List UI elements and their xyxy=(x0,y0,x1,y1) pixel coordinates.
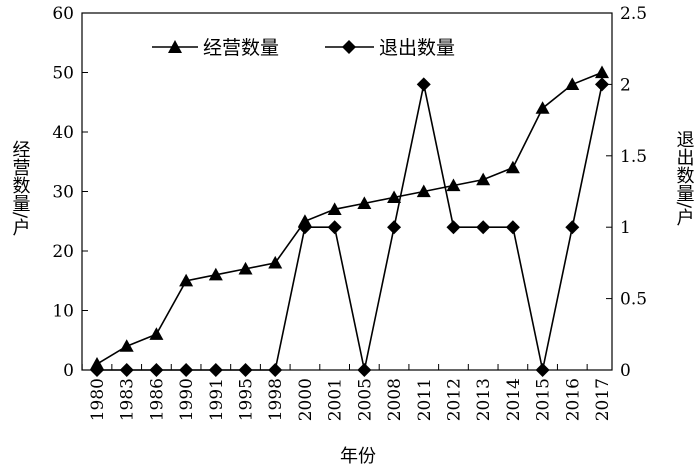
plot-frame xyxy=(81,12,613,371)
data-point-operating xyxy=(208,267,223,281)
left-tick-label: 0 xyxy=(63,361,74,381)
data-point-operating xyxy=(238,261,253,275)
data-point-exit xyxy=(208,363,223,377)
data-point-exit xyxy=(119,363,134,377)
x-tick-label: 1995 xyxy=(237,378,257,421)
x-tick-label: 2011 xyxy=(415,378,435,421)
data-point-operating xyxy=(179,273,194,287)
data-point-exit xyxy=(565,220,580,235)
data-point-exit xyxy=(90,363,104,377)
data-point-operating xyxy=(535,101,550,114)
data-point-exit xyxy=(387,220,402,235)
left-tick-label: 40 xyxy=(52,123,74,143)
x-tick-label: 2016 xyxy=(563,378,583,421)
data-point-operating xyxy=(416,184,431,198)
right-tick-label: 1.5 xyxy=(620,147,647,167)
left-tick-label: 10 xyxy=(52,302,74,322)
data-point-operating xyxy=(268,255,283,269)
x-tick-label: 2017 xyxy=(593,378,613,421)
x-tick-label: 1986 xyxy=(147,378,167,421)
x-tick-label: 2013 xyxy=(474,378,494,421)
data-point-exit xyxy=(268,363,283,377)
x-axis-title: 年份 xyxy=(340,446,376,467)
data-point-exit xyxy=(476,220,491,235)
x-tick-label: 2005 xyxy=(355,378,375,421)
data-point-exit xyxy=(238,363,253,377)
data-point-exit xyxy=(416,77,431,92)
right-axis: 0 0.5 1 1.5 2 2.5 xyxy=(606,4,647,381)
left-tick-label: 50 xyxy=(52,64,74,84)
data-point-operating xyxy=(595,65,609,79)
legend: 经营数量 退出数量 xyxy=(152,37,455,59)
data-point-exit xyxy=(297,220,312,235)
data-point-operating xyxy=(149,327,164,340)
data-point-operating xyxy=(119,339,134,352)
legend-label-exit: 退出数量 xyxy=(379,37,455,59)
left-tick-label: 30 xyxy=(52,183,74,203)
left-tick-label: 20 xyxy=(52,242,74,262)
x-tick-label: 1983 xyxy=(118,378,138,421)
data-point-operating xyxy=(476,172,491,186)
series-line-operating xyxy=(96,71,603,365)
y-axis-title-left: 经营数量/户 xyxy=(10,140,31,236)
data-point-exit xyxy=(327,220,342,235)
series-layer xyxy=(90,65,609,377)
right-tick-label: 1 xyxy=(620,218,631,238)
series-line-exit xyxy=(97,84,603,371)
x-tick-label: 1991 xyxy=(207,378,227,421)
x-tick-label: 2008 xyxy=(385,378,405,421)
x-tick-label: 1990 xyxy=(177,378,197,421)
left-axis: 0 10 20 30 40 50 60 xyxy=(52,4,88,381)
x-tick-label: 2015 xyxy=(534,378,554,421)
legend-marker-exit-diamond xyxy=(342,40,356,54)
data-point-exit xyxy=(149,363,164,377)
data-point-operating xyxy=(327,202,342,215)
left-tick-label: 60 xyxy=(52,4,74,24)
x-tick-label: 2012 xyxy=(444,378,464,421)
data-point-operating xyxy=(357,196,372,209)
x-axis: 1980 1983 1986 1990 1991 1995 1998 2000 2001 2005… xyxy=(81,364,613,421)
right-tick-label: 0 xyxy=(620,361,631,381)
data-point-exit xyxy=(357,363,372,377)
right-tick-label: 2.5 xyxy=(620,4,647,24)
x-tick-label: 1998 xyxy=(266,378,286,421)
y-axis-title-right: 退出数量/户 xyxy=(674,130,695,226)
x-tick-label: 1980 xyxy=(88,378,108,421)
x-tick-label: 2001 xyxy=(326,378,346,421)
data-point-operating xyxy=(565,77,580,90)
data-point-exit xyxy=(595,77,609,92)
legend-label-operating: 经营数量 xyxy=(203,37,279,59)
data-point-exit xyxy=(446,220,461,235)
right-tick-label: 0.5 xyxy=(620,290,647,310)
x-tick-label: 2014 xyxy=(504,378,524,421)
data-point-operating xyxy=(387,190,402,204)
data-point-exit xyxy=(505,220,520,235)
legend-marker-operating-triangle xyxy=(168,40,182,53)
data-point-exit xyxy=(535,363,550,377)
x-tick-label: 2000 xyxy=(296,378,316,421)
data-point-operating xyxy=(505,160,520,174)
right-tick-label: 2 xyxy=(620,75,631,95)
data-point-operating xyxy=(446,178,461,192)
data-point-exit xyxy=(179,363,194,377)
